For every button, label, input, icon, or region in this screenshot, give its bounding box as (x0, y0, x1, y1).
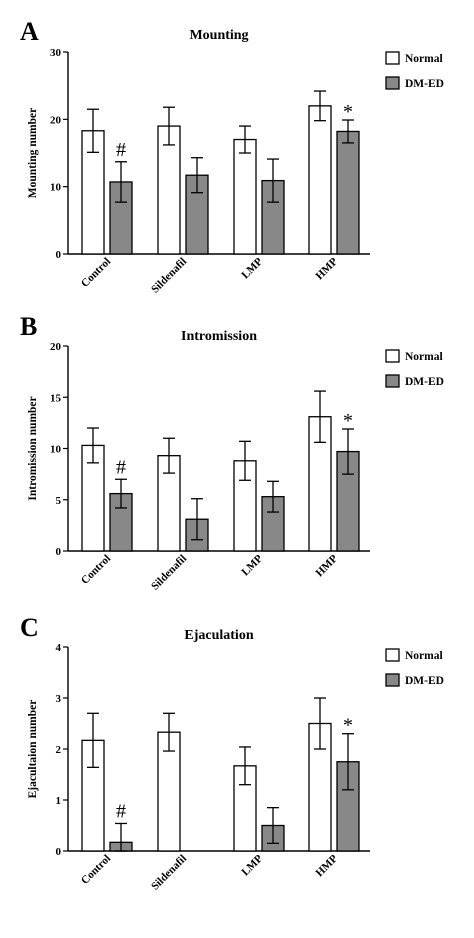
y-tick-label: 4 (56, 642, 62, 654)
panel-letter: A (20, 17, 39, 46)
legend-label: Normal (405, 53, 443, 65)
legend-label: DM-ED (405, 78, 444, 90)
x-tick-label: HMP (313, 852, 340, 879)
chart-title: Mounting (189, 28, 248, 43)
chart-title: Ejaculation (184, 628, 253, 643)
legend-swatch (385, 648, 400, 662)
bar-dm-ed-hmp (336, 130, 360, 255)
x-tick-label: Sildenafil (149, 256, 189, 296)
y-axis-label: Mounting number (27, 108, 39, 198)
chart-title: Intromission (181, 329, 257, 344)
y-axis-label: Intromission number (27, 396, 39, 500)
legend-label: DM-ED (405, 675, 444, 687)
x-tick-label: Control (79, 853, 113, 887)
legend-swatch (385, 673, 400, 687)
significance-asterisk: * (343, 410, 353, 432)
legend-swatch (385, 374, 400, 388)
x-tick-label: Sildenafil (149, 553, 189, 593)
chart-panel-c: C Ejaculation Ejacultaion number 0 1 2 3 4 Contr… (20, 613, 444, 893)
significance-hash: # (116, 456, 126, 478)
y-axis-label: Ejacultaion number (27, 700, 39, 799)
y-tick-label: 0 (56, 846, 62, 858)
chart-panel-a: A Mounting Mounting number 0 10 20 30 Control Si… (20, 17, 444, 296)
y-tick-label: 10 (50, 182, 62, 194)
y-tick-label: 1 (56, 795, 62, 807)
legend-label: Normal (405, 351, 443, 363)
x-tick-label: LMP (239, 852, 265, 878)
panel-letter: B (20, 312, 37, 341)
x-tick-label: LMP (239, 255, 265, 281)
bar-normal-hmp (308, 105, 332, 255)
y-tick-label: 20 (50, 114, 62, 126)
y-tick-label: 30 (50, 47, 62, 59)
panel-letter: C (20, 613, 39, 642)
legend-label: Normal (405, 650, 443, 662)
y-tick-label: 3 (56, 693, 62, 705)
x-tick-label: Control (79, 256, 113, 290)
y-tick-label: 0 (56, 546, 62, 558)
x-tick-label: Control (79, 553, 113, 587)
y-tick-label: 20 (50, 341, 62, 353)
legend-swatch (385, 51, 400, 65)
x-tick-label: LMP (239, 552, 265, 578)
bar-normal-lmp (233, 138, 257, 255)
chart-panel-b: B Intromission Intromission number 0 5 10 15 20… (20, 312, 444, 593)
y-tick-label: 0 (56, 249, 62, 261)
significance-hash: # (116, 139, 126, 161)
legend-label: DM-ED (405, 376, 444, 388)
y-tick-label: 10 (50, 444, 62, 456)
y-tick-label: 5 (56, 495, 62, 507)
legend-swatch (385, 76, 400, 90)
y-tick-label: 15 (50, 392, 62, 404)
legend-swatch (385, 349, 400, 363)
y-tick-label: 2 (56, 744, 62, 756)
x-tick-label: HMP (313, 552, 340, 579)
x-tick-label: Sildenafil (149, 853, 189, 893)
x-tick-label: HMP (313, 255, 340, 282)
significance-hash: # (116, 800, 126, 822)
significance-asterisk: * (343, 101, 353, 123)
significance-asterisk: * (343, 715, 353, 737)
